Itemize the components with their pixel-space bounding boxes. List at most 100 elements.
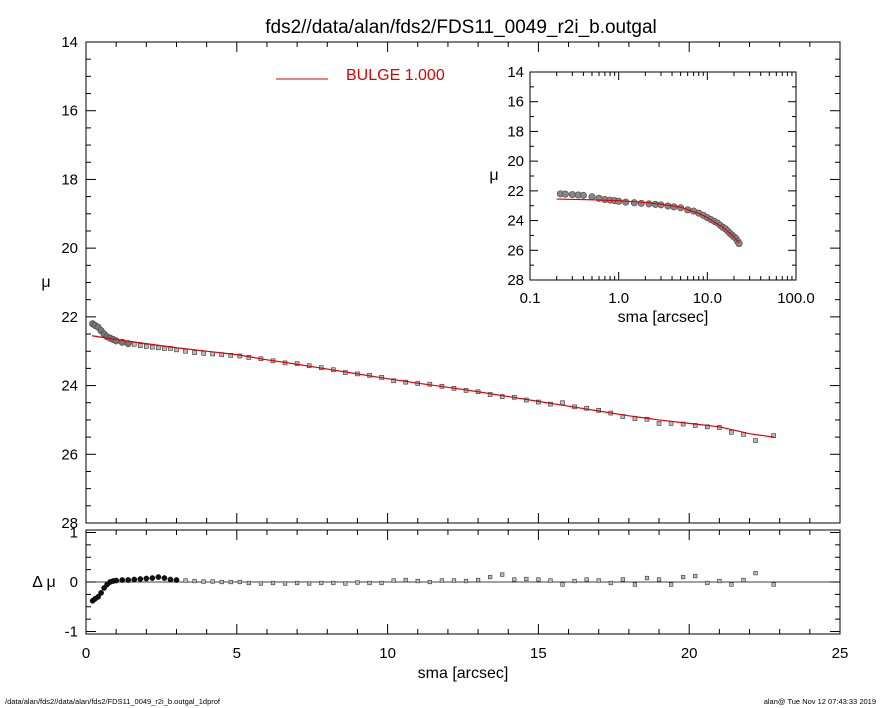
footer-file-path: /data/alan/fds2//data/alan/fds2/FDS11_00… xyxy=(5,697,221,706)
x-tick-label: 0.1 xyxy=(520,290,541,307)
y-tick-label: 14 xyxy=(61,34,78,51)
footer-user-timestamp: alan@ Tue Nov 12 07:43:33 2019 xyxy=(763,697,876,706)
residual-point xyxy=(705,580,710,586)
residual-point xyxy=(131,576,138,583)
x-tick-label: 5 xyxy=(233,645,241,662)
residual-point xyxy=(753,570,758,576)
data-point xyxy=(228,353,234,358)
data-point xyxy=(156,345,161,351)
data-point xyxy=(680,421,686,427)
residual-point xyxy=(488,574,493,580)
residual-point xyxy=(451,578,457,583)
residual-point xyxy=(192,578,197,584)
data-point xyxy=(150,344,155,350)
residual-point xyxy=(137,576,144,582)
residual-point xyxy=(512,577,517,582)
y-tick-label: 26 xyxy=(507,242,524,259)
residual-point xyxy=(403,577,408,583)
residual-point xyxy=(367,580,372,586)
y-tick-label: 24 xyxy=(507,213,524,230)
y-tick-label: 28 xyxy=(61,515,78,532)
residual-point xyxy=(355,580,360,585)
y-tick-label: 22 xyxy=(61,309,78,326)
residual-point xyxy=(415,578,420,584)
data-point xyxy=(144,344,149,349)
x-tick-label: 10.0 xyxy=(693,290,722,307)
y-tick-label: 28 xyxy=(507,272,524,289)
inset-panel: 14 16 18 20 22 24 26 280.1 1.0 10.0 100.0 sma [arcs… xyxy=(489,64,814,326)
inset-data-point xyxy=(561,190,569,198)
residual-point xyxy=(536,577,541,582)
residual-point xyxy=(572,578,577,584)
y-tick-label: 18 xyxy=(61,171,78,188)
data-point xyxy=(656,421,662,426)
residual-point xyxy=(584,577,589,582)
residual-point xyxy=(379,580,384,586)
y-tick-label: 16 xyxy=(507,94,524,111)
data-point xyxy=(704,424,710,430)
data-point xyxy=(771,433,776,439)
x-tick-label: 20 xyxy=(681,645,698,662)
residual-point xyxy=(656,577,662,582)
residual-point xyxy=(596,578,601,583)
y-tick-label: 22 xyxy=(507,183,524,200)
residual-point xyxy=(113,577,120,584)
residual-point xyxy=(741,577,746,583)
y-tick-label: 20 xyxy=(507,153,524,170)
bulge-model-line xyxy=(91,335,774,438)
inset-y-axis-label: μ xyxy=(489,167,498,184)
chart-title: fds2//data/alan/fds2/FDS11_0049_r2i_b.ou… xyxy=(265,17,657,38)
inset-data-point xyxy=(579,191,587,199)
residual-point xyxy=(210,579,215,584)
main-panel: 14 16 18 20 22 24 26 28 μ BULGE 1.000 xyxy=(41,34,841,532)
inset-data-point xyxy=(645,200,653,208)
residual-point xyxy=(219,579,224,585)
residual-point xyxy=(717,578,722,584)
data-point xyxy=(183,348,188,354)
data-point xyxy=(753,438,758,443)
residual-point xyxy=(391,578,396,583)
residual-point xyxy=(98,590,104,596)
residual-point xyxy=(125,577,132,583)
data-point xyxy=(692,423,698,428)
residual-point xyxy=(228,579,233,585)
residual-point xyxy=(183,578,188,583)
inset-plot-frame xyxy=(529,71,797,281)
residual-y-axis-label: Δ μ xyxy=(32,574,55,591)
inset-data-point xyxy=(735,240,743,248)
residual-point xyxy=(771,582,776,587)
x-tick-label: 15 xyxy=(530,645,547,662)
x-tick-label: 1.0 xyxy=(608,290,629,307)
y-axis-label: μ xyxy=(41,274,50,291)
y-tick-label: 14 xyxy=(507,64,524,81)
y-tick-label: 0 xyxy=(70,574,78,591)
y-tick-label: 1 xyxy=(70,524,78,541)
y-tick-label: 24 xyxy=(61,378,78,395)
residual-point xyxy=(343,581,348,586)
residual-point xyxy=(307,581,312,586)
x-tick-label: 25 xyxy=(832,645,849,662)
data-point xyxy=(729,429,734,435)
residual-point xyxy=(237,579,242,585)
inset-x-axis-label: sma [arcsec] xyxy=(618,309,709,326)
residual-point xyxy=(475,577,481,583)
y-tick-label: 16 xyxy=(61,103,78,120)
residual-point xyxy=(282,581,288,586)
inset-data-point xyxy=(622,198,630,206)
residual-point xyxy=(608,580,613,586)
data-point xyxy=(499,394,505,399)
residual-point xyxy=(167,576,174,583)
residual-point xyxy=(463,578,469,584)
residual-point xyxy=(729,582,734,587)
residual-point xyxy=(295,580,300,586)
residual-point xyxy=(439,578,444,583)
residual-point xyxy=(500,572,505,577)
inset-data-point xyxy=(568,191,576,199)
x-tick-label: 10 xyxy=(379,645,396,662)
inset-data-point xyxy=(637,199,645,207)
data-point xyxy=(162,346,167,351)
y-tick-label: -1 xyxy=(65,624,78,641)
residual-point xyxy=(149,575,156,581)
residual-point xyxy=(319,580,324,586)
